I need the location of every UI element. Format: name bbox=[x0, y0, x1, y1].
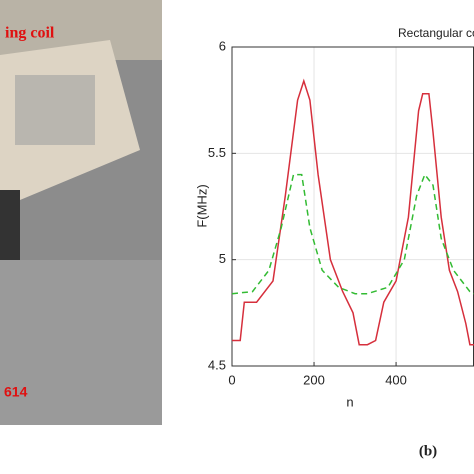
x-tick-label: 0 bbox=[228, 372, 235, 387]
photo-device bbox=[0, 190, 20, 260]
plot-frame bbox=[231, 46, 474, 367]
y-axis-label: F(MHz) bbox=[194, 184, 209, 227]
photo: ing coil 614 bbox=[0, 0, 162, 425]
photo-coil bbox=[15, 75, 95, 145]
x-tick-label: 400 bbox=[385, 372, 407, 387]
photo-table bbox=[0, 260, 162, 425]
y-tick-label: 6 bbox=[219, 38, 226, 53]
y-tick-label: 5.5 bbox=[208, 145, 226, 160]
y-tick-label: 5 bbox=[219, 251, 226, 266]
series-line bbox=[232, 78, 474, 346]
panel-label: (b) bbox=[419, 443, 437, 459]
photo-label: ing coil bbox=[5, 25, 55, 42]
series-line bbox=[231, 173, 474, 295]
x-tick-label: 200 bbox=[303, 372, 325, 387]
y-tick-label: 4.5 bbox=[208, 357, 226, 372]
x-axis-label: n bbox=[346, 394, 353, 409]
photo-label: 614 bbox=[4, 384, 28, 400]
chart-title: Rectangular coil foldi bbox=[398, 26, 474, 40]
